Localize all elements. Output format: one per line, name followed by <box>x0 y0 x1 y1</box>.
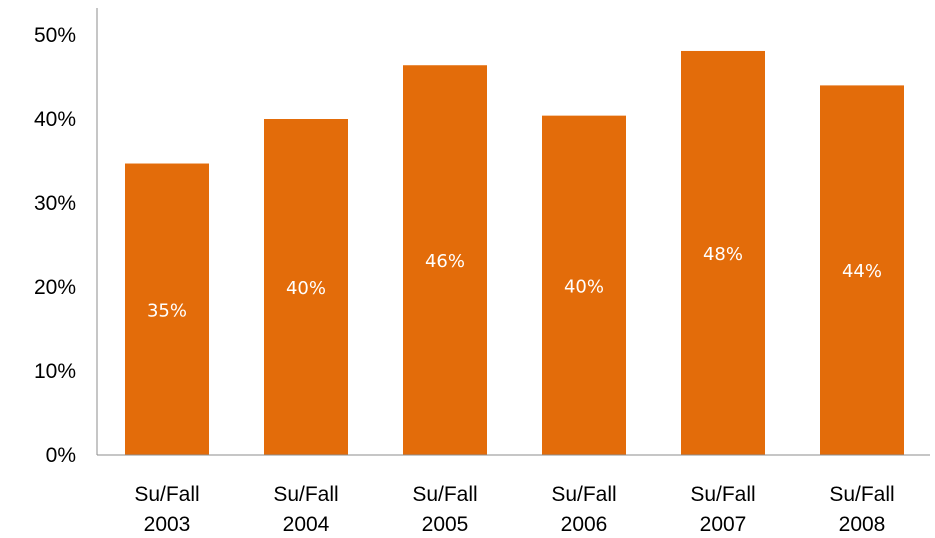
bar <box>403 65 487 456</box>
x-category-label-line: 2003 <box>144 513 191 536</box>
bars: 35% 40% 46% 40% 48% 44% <box>125 50 904 456</box>
bar-value-label: 44% <box>842 261 882 282</box>
bar-value-label: 40% <box>286 278 326 299</box>
y-tick-label: 10% <box>34 360 76 383</box>
x-category-label: Su/Fall 2006 <box>551 483 616 536</box>
bar <box>542 115 626 455</box>
bar <box>820 85 904 456</box>
y-tick-label: 40% <box>34 108 76 131</box>
x-category-label: Su/Fall 2005 <box>412 483 477 536</box>
y-tick-label: 20% <box>34 276 76 299</box>
y-tick-label: 30% <box>34 192 76 215</box>
x-category-label-line: Su/Fall <box>134 483 199 506</box>
x-category-label: Su/Fall 2007 <box>690 483 755 536</box>
x-category-label-line: Su/Fall <box>690 483 755 506</box>
bar <box>125 163 209 455</box>
bar-value-label: 35% <box>147 300 187 321</box>
x-category-label-line: Su/Fall <box>551 483 616 506</box>
x-category-label-line: 2008 <box>839 513 886 536</box>
bar-value-label: 40% <box>564 276 604 297</box>
bar <box>264 119 348 455</box>
x-category-label-line: 2005 <box>422 513 469 536</box>
x-category-label-line: Su/Fall <box>412 483 477 506</box>
x-category-label-line: Su/Fall <box>829 483 894 506</box>
bar-value-label: 46% <box>425 251 465 272</box>
x-category-label: Su/Fall 2003 <box>134 483 199 536</box>
y-axis: 0% 10% 20% 30% 40% 50% <box>34 8 98 467</box>
x-category-label-line: Su/Fall <box>273 483 338 506</box>
y-tick-label: 0% <box>46 444 76 467</box>
y-tick-label: 50% <box>34 24 76 47</box>
x-category-label-line: 2004 <box>283 513 330 536</box>
bar <box>681 50 765 456</box>
x-category-label: Su/Fall 2004 <box>273 483 338 536</box>
bar-value-label: 48% <box>703 244 743 265</box>
x-category-label: Su/Fall 2008 <box>829 483 894 536</box>
x-category-label-line: 2007 <box>700 513 747 536</box>
x-category-label-line: 2006 <box>561 513 608 536</box>
